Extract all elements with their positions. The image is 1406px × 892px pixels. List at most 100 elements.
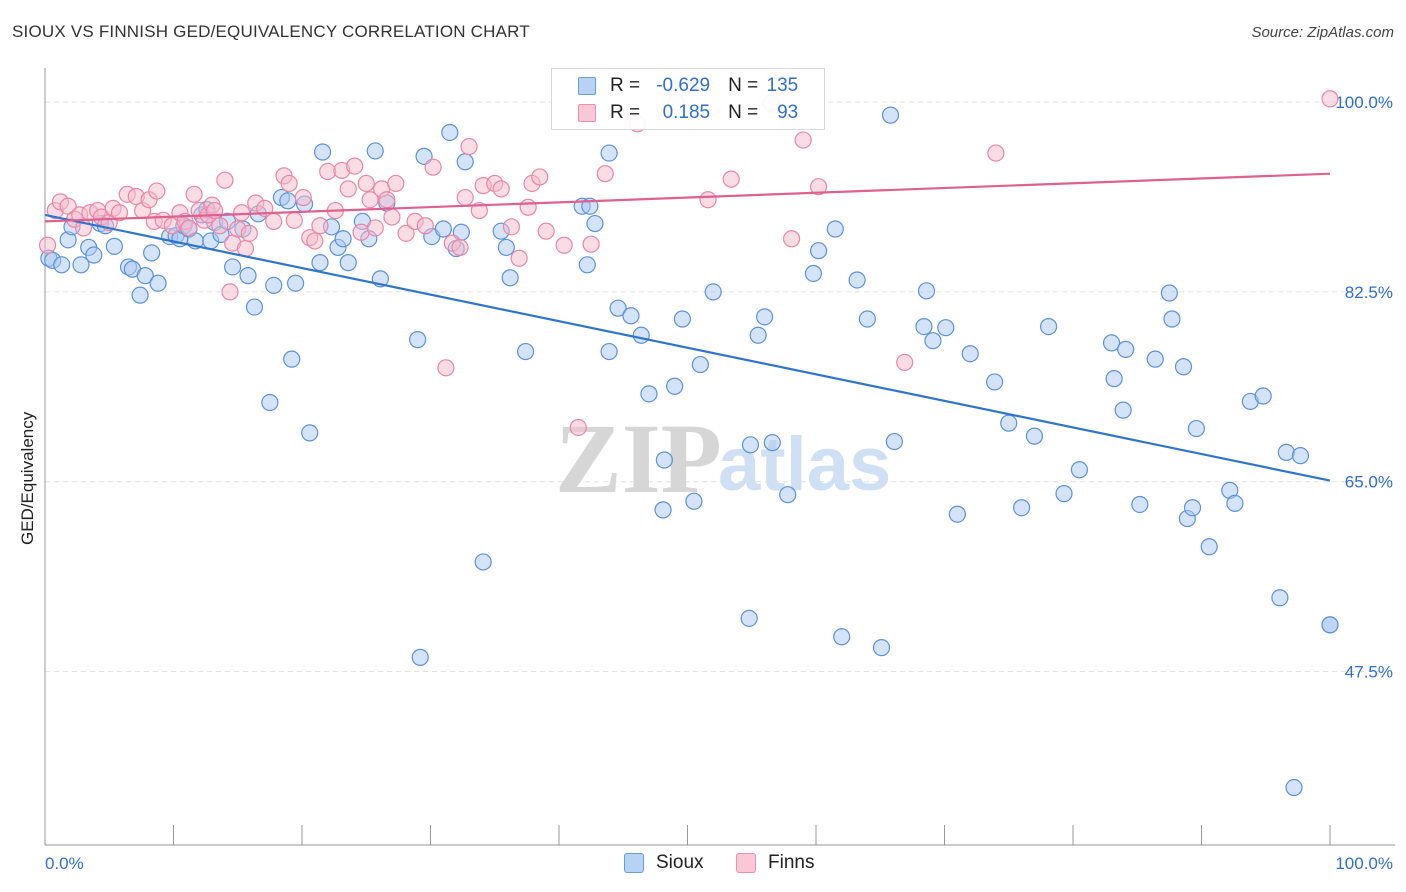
finns-point (470, 201, 488, 220)
finns-point (424, 158, 442, 176)
sioux-point (1163, 310, 1181, 328)
y-tick-label: 100.0% (1335, 93, 1393, 112)
sioux-point (313, 143, 332, 161)
series-legend: Sioux Finns (0, 852, 1406, 878)
sioux-point (986, 373, 1004, 391)
finns-point (148, 182, 166, 200)
sioux-point (224, 258, 242, 276)
finns-point (361, 191, 379, 209)
finns-point (397, 224, 415, 242)
finns-point (311, 217, 329, 235)
sioux-point (848, 271, 866, 289)
sioux-point (915, 318, 933, 336)
sioux-point (1183, 499, 1202, 517)
sioux-point (1226, 494, 1244, 512)
sioux-point (1174, 358, 1193, 376)
sioux-point (516, 342, 535, 361)
finns-point (451, 238, 469, 257)
legend-item-sioux[interactable]: Sioux (624, 852, 704, 874)
finns-point (38, 236, 57, 254)
finns-point (519, 198, 537, 216)
legend-item-finns[interactable]: Finns (736, 852, 814, 874)
sioux-point (1285, 778, 1303, 797)
finns-point (387, 174, 405, 193)
finns-point (319, 162, 337, 181)
finns-point (460, 137, 478, 156)
sioux-point (72, 256, 90, 274)
sioux-point (1277, 443, 1295, 462)
finns-point (357, 174, 375, 193)
finns-point (383, 208, 401, 226)
sioux-point (1102, 334, 1121, 352)
sioux-point (673, 310, 691, 328)
sioux-point (858, 310, 877, 328)
sioux-point (1039, 318, 1058, 336)
stats-legend: R = -0.629 N = 135 R = 0.185 N = 93 (551, 68, 825, 130)
finns-point (782, 230, 801, 248)
sioux-point (1131, 495, 1149, 514)
finns-point (339, 180, 357, 198)
sioux-point (755, 308, 774, 326)
sioux-point (704, 283, 722, 301)
x-tick-label: 100.0% (1335, 854, 1393, 873)
source-credit: Source: ZipAtlas.com (1251, 24, 1394, 41)
sioux-point (411, 648, 429, 666)
sioux-point (1070, 461, 1089, 479)
finns-point (294, 188, 312, 207)
sioux-point (740, 609, 758, 627)
sioux-point (885, 432, 903, 451)
sioux-point (1012, 499, 1031, 517)
finns-point (502, 218, 521, 236)
finns-point (569, 418, 587, 437)
finns-point (510, 249, 528, 267)
sioux-point (456, 153, 474, 171)
sioux-point (586, 214, 604, 233)
sioux-point (600, 342, 618, 361)
sioux-point (1160, 284, 1178, 302)
finns-point (699, 191, 717, 209)
sioux-point (622, 307, 640, 325)
sioux-point (497, 238, 515, 257)
finns-point (221, 283, 239, 301)
finns-point (265, 212, 283, 231)
finns-legend-swatch (736, 853, 756, 873)
finns-point (352, 223, 370, 241)
finns-point (794, 131, 812, 149)
n-label: N = (728, 75, 759, 96)
sioux-point (1105, 370, 1123, 388)
sioux-point (334, 230, 352, 248)
sioux-point (279, 192, 297, 210)
sioux-point (339, 254, 357, 272)
sioux-point (85, 246, 103, 264)
finns-point (346, 157, 364, 175)
sioux-point (654, 501, 672, 519)
finns-point (306, 232, 324, 250)
sioux-point (1200, 538, 1218, 556)
legend-row-finns: R = 0.185 N = 93 (578, 100, 798, 126)
finns-point (233, 204, 251, 222)
finns-point (180, 219, 198, 237)
sioux-point (1000, 414, 1018, 432)
sioux-point (143, 244, 161, 262)
finns-point (555, 236, 573, 254)
sioux-point (311, 254, 329, 272)
sioux-point (1254, 387, 1272, 405)
finns-point (437, 359, 455, 377)
sioux-point (763, 434, 781, 452)
sioux-point (924, 332, 942, 350)
sioux-point (655, 451, 673, 469)
finns-point (285, 211, 303, 229)
sioux-point (685, 492, 703, 510)
sioux-n-value: 135 (766, 75, 799, 96)
sioux-point (265, 276, 283, 294)
sioux-point (833, 628, 851, 646)
finns-point (582, 235, 600, 253)
finns-point (722, 170, 740, 188)
sioux-point (881, 106, 900, 124)
sioux-point (1146, 350, 1164, 368)
sioux-point (245, 298, 264, 316)
y-tick-label: 82.5% (1345, 283, 1393, 302)
sioux-point (149, 274, 167, 292)
sioux-point (434, 220, 452, 238)
sioux-point (1117, 340, 1135, 358)
